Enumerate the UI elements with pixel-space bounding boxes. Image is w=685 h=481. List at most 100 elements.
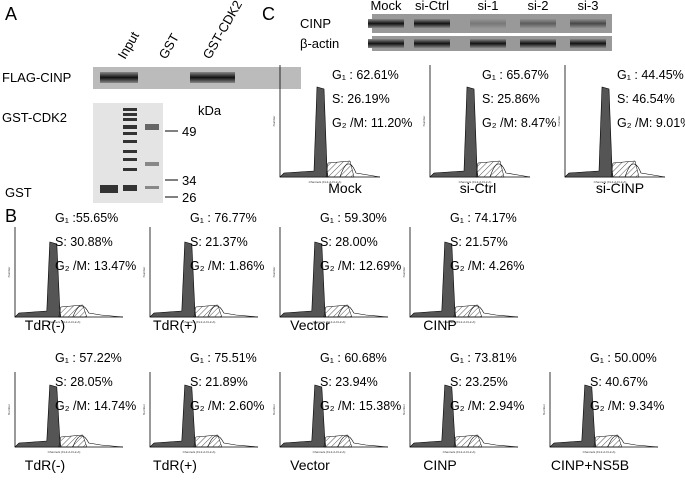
axis-label: Channels (FL2-A-FL2-A) [313, 450, 346, 454]
lane-label: si-3 [578, 0, 599, 13]
marker-label: 34 [182, 173, 196, 188]
g1-peak [149, 241, 197, 318]
axis-label: Number [142, 404, 146, 415]
g2-peak [72, 435, 124, 448]
s-phase [58, 304, 88, 318]
cell-cycle-stat: S: 21.89% [190, 375, 248, 389]
cell-cycle-stat: G₁ : 44.45% [617, 68, 684, 82]
lane-label: si-2 [528, 0, 549, 13]
caption: CINP [423, 457, 456, 473]
g1-peak [409, 241, 457, 318]
cell-cycle-stat: G₁ :55.65% [55, 211, 118, 225]
histogram: Number Channels (FL2-A-FL2-A) [272, 227, 389, 324]
histogram: Number Channels (FL2-A-FL2-A) [422, 65, 531, 184]
caption: Vector [290, 317, 330, 333]
axis-label: Number [272, 404, 276, 415]
panel-label: B [5, 206, 17, 226]
s-phase [593, 434, 623, 448]
axis-label: Channels (FL2-A-FL2-A) [443, 320, 476, 324]
s-phase [475, 160, 505, 178]
g2-peak [337, 435, 389, 448]
axis-label: Channels (FL2-A-FL2-A) [48, 450, 81, 454]
s-phase [453, 304, 483, 318]
band [470, 39, 506, 48]
histogram: Number Channels (FL2-A-FL2-A) [557, 65, 666, 184]
cell-cycle-stat: S: 26.19% [332, 92, 390, 106]
caption: TdR(-) [25, 457, 65, 473]
axis-label: Channels (FL2-A-FL2-A) [583, 450, 616, 454]
g1-peak [279, 241, 327, 318]
cell-cycle-stat: S: 21.57% [450, 235, 508, 249]
g1-peak [564, 86, 614, 178]
cell-cycle-stat: S: 28.05% [55, 375, 113, 389]
cell-cycle-stat: G₁ : 73.81% [450, 351, 517, 365]
caption: TdR(+) [153, 457, 197, 473]
histogram: Number Channels (FL2-A-FL2-A) [402, 227, 519, 324]
row-label: β-actin [300, 36, 339, 51]
axis-label: Channels (FL2-A-FL2-A) [443, 450, 476, 454]
s-phase [453, 434, 483, 448]
lane-label: GST [156, 31, 182, 62]
caption: CINP [423, 317, 456, 333]
axis-label: Number [402, 404, 406, 415]
g1-peak [14, 384, 62, 448]
lane-label: GST-CDK2 [200, 0, 245, 62]
cell-cycle-stat: S: 30.88% [55, 235, 113, 249]
band [520, 39, 556, 48]
cell-cycle-stat: G₂ /M: 12.69% [320, 259, 401, 273]
cell-cycle-stat: G₂ /M: 8.47% [482, 116, 556, 130]
axis-label: Number [272, 267, 276, 278]
caption: si-Ctrl [460, 180, 497, 196]
lane-label: si-Ctrl [415, 0, 449, 13]
row-label: CINP [300, 16, 331, 31]
cell-cycle-stat: G₁ : 74.17% [450, 211, 517, 225]
cell-cycle-stat: G₁ : 62.61% [332, 68, 399, 82]
axis-label: Channels (FL2-A-FL2-A) [309, 180, 342, 184]
s-phase [325, 160, 355, 178]
cell-cycle-stat: G₁ : 57.22% [55, 351, 122, 365]
g2-peak [207, 305, 259, 318]
histogram: Number Channels (FL2-A-FL2-A) [542, 372, 659, 454]
axis-label: Number [272, 116, 276, 127]
band [100, 72, 138, 83]
s-phase [58, 434, 88, 448]
g1-peak [279, 86, 329, 178]
cell-cycle-stat: G₂ /M: 15.38% [320, 399, 401, 413]
axis-label: Number [422, 116, 426, 127]
band [520, 19, 556, 28]
cell-cycle-stat: G₂ /M: 14.74% [55, 399, 136, 413]
band [570, 39, 606, 48]
axis-label: Number [542, 404, 546, 415]
cell-cycle-stat: S: 40.67% [590, 375, 648, 389]
g1-peak [429, 86, 479, 178]
s-phase [193, 434, 223, 448]
axis-label: Number [142, 267, 146, 278]
g2-peak [207, 435, 259, 448]
caption: TdR(-) [25, 317, 65, 333]
cell-cycle-stat: G₂ /M: 11.20% [332, 116, 412, 130]
g2-peak [624, 163, 666, 178]
g1-peak [409, 384, 457, 448]
g2-peak [467, 435, 519, 448]
unit-label: kDa [198, 103, 222, 118]
axis-label: Channels (FL2-A-FL2-A) [459, 180, 492, 184]
band [470, 19, 506, 28]
cell-cycle-stat: G₂ /M: 2.60% [190, 399, 264, 413]
axis-label: Channels (FL2-A-FL2-A) [183, 450, 216, 454]
caption: CINP+NS5B [551, 457, 629, 473]
caption: si-CINP [596, 180, 644, 196]
g1-peak [14, 241, 62, 318]
caption: TdR(+) [153, 317, 197, 333]
g1-peak [149, 384, 197, 448]
marker-label: 49 [182, 124, 196, 139]
histogram: Number Channels (FL2-A-FL2-A) [402, 372, 519, 454]
axis-label: Number [7, 267, 11, 278]
axis-label: Channels (FL2-A-FL2-A) [313, 320, 346, 324]
s-phase [610, 160, 640, 178]
histogram: Number Channels (FL2-A-FL2-A) [272, 65, 381, 184]
cell-cycle-stat: G₂ /M: 9.01% [617, 116, 685, 130]
cell-cycle-stat: G₂ /M: 13.47% [55, 259, 136, 273]
histogram: Number Channels (FL2-A-FL2-A) [272, 372, 389, 454]
cell-cycle-stat: S: 23.94% [320, 375, 378, 389]
band [414, 19, 450, 28]
